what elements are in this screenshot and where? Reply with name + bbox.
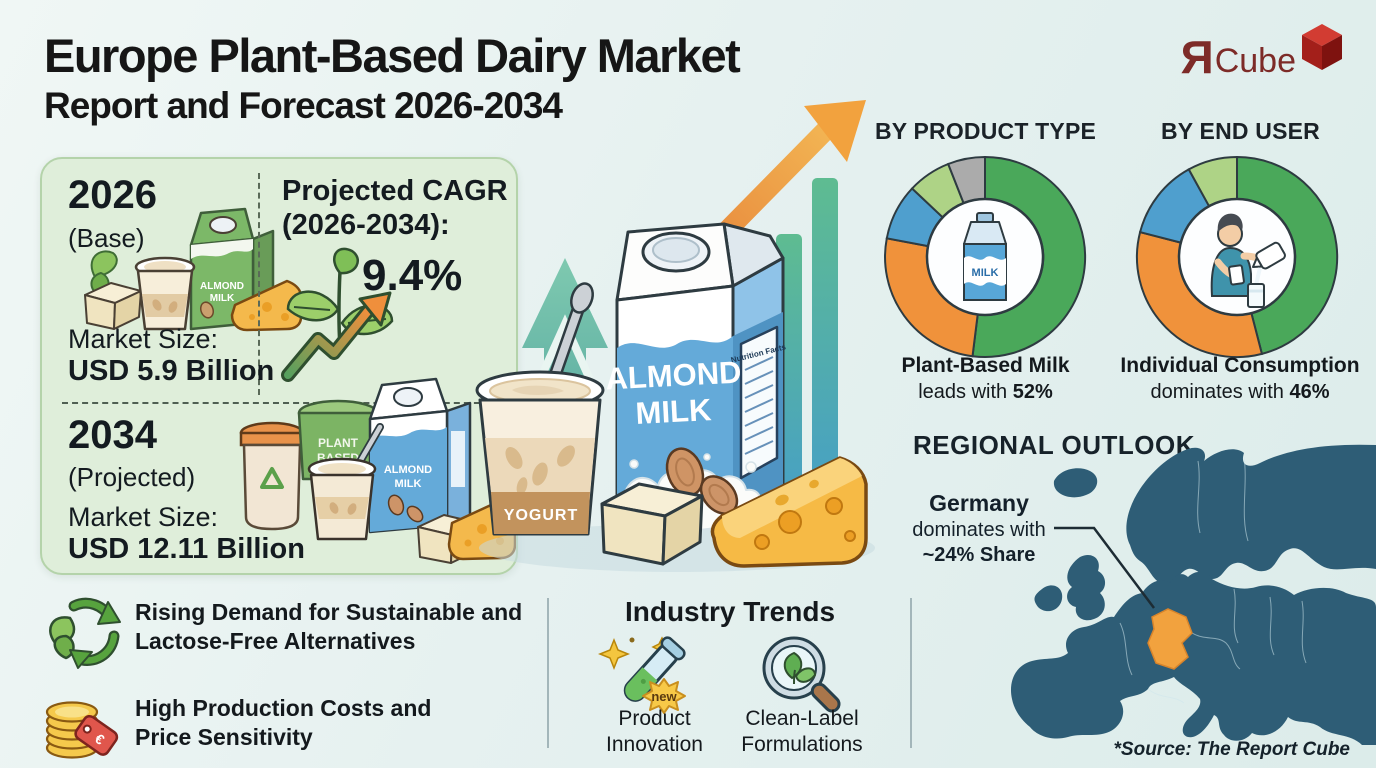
scandinavia-shape (1126, 444, 1376, 586)
plant-growth-arrow-icon (281, 247, 394, 382)
driver-1-text: Rising Demand for Sustainable and Lactos… (135, 599, 523, 655)
cagr-label-line2: (2026-2034): (282, 209, 450, 241)
germany-annotation: Germany dominates with ~24% Share (898, 489, 1060, 568)
svg-text:MILK: MILK (210, 293, 235, 304)
tofu-cube-illustration (600, 482, 704, 566)
germany-pointer-line (1054, 526, 1155, 609)
logo-mark: Я (1180, 30, 1214, 83)
coins-price-tag-icon: € (45, 701, 119, 759)
base-market-size-value: USD 5.9 Billion (68, 355, 275, 387)
uk-shape (1067, 554, 1106, 621)
recycle-leaves-icon (49, 597, 121, 669)
milk-carton-icon: MILK (963, 212, 1007, 301)
svg-text:MILK: MILK (972, 267, 999, 279)
svg-text:new: new (651, 689, 677, 704)
product-type-caption: Plant-Based Milk leads with 52% (868, 352, 1103, 405)
mainland-shape (1010, 571, 1376, 745)
svg-text:ALMOND: ALMOND (200, 281, 244, 292)
end-user-donut-chart (1135, 155, 1339, 359)
product-type-donut-chart: MILK (884, 155, 1087, 358)
ireland-shape (1034, 585, 1063, 612)
magnifier-leaf-icon (762, 636, 841, 713)
dashed-divider-vertical (258, 173, 260, 395)
almonds-illustration (665, 447, 739, 515)
germany-highlight (1147, 608, 1193, 670)
report-cube-logo: Я Cube (1180, 22, 1346, 83)
section-divider-left (547, 598, 549, 748)
iceland-shape (1053, 468, 1098, 498)
svg-text:ALMOND: ALMOND (384, 464, 432, 476)
red-cube-icon (1302, 24, 1342, 70)
dashed-divider-horizontal (62, 402, 500, 404)
projected-market-size-label: Market Size: (68, 502, 219, 532)
person-pouring-milk-icon (1210, 213, 1286, 308)
projected-market-size-value: USD 12.11 Billion (68, 533, 305, 565)
almond-milk-carton-illustration: Nutrition Facts ALMOND MILK (605, 222, 787, 532)
base-market-size-label: Market Size: (68, 324, 219, 354)
product-type-heading: BY PRODUCT TYPE (874, 118, 1097, 144)
product-type-caption-line2: leads with 52% (918, 381, 1053, 404)
test-tube-new-icon: new (598, 636, 686, 714)
trend-2-label: Clean-Label Formulations (741, 707, 863, 756)
end-user-caption-line1: Individual Consumption (1120, 354, 1360, 377)
end-user-caption: Individual Consumption dominates with 46… (1114, 352, 1366, 405)
svg-text:YOGURT: YOGURT (504, 507, 578, 524)
trend-1-label: Product Innovation (606, 707, 703, 756)
svg-text:MILK: MILK (635, 392, 713, 431)
base-year: 2026 (68, 173, 157, 217)
market-size-panel: 2026 (Base) ALMOND MILK (40, 157, 518, 575)
logo-word: Cube (1214, 42, 1296, 80)
yogurt-cup-illustration: YOGURT (475, 282, 605, 536)
page-title: Europe Plant-Based Dairy Market Report a… (44, 28, 741, 127)
products-2026-illustration: ALMOND MILK (84, 207, 302, 332)
germany-country-label: Germany (929, 490, 1029, 516)
projected-year-label: (Projected) (68, 462, 196, 492)
end-user-caption-line2: dominates with 46% (1150, 381, 1330, 404)
title-line-2: Report and Forecast 2026-2034 (44, 85, 563, 126)
cagr-label-line1: Projected CAGR (282, 175, 508, 207)
title-line-1: Europe Plant-Based Dairy Market (44, 29, 741, 82)
projected-year: 2034 (68, 413, 157, 457)
product-type-caption-line1: Plant-Based Milk (901, 354, 1070, 377)
svg-text:ALMOND: ALMOND (605, 354, 743, 396)
germany-annotation-line2: dominates with (912, 518, 1046, 541)
source-note: *Source: The Report Cube (1113, 739, 1350, 760)
country-borders (1119, 456, 1307, 704)
base-year-label: (Base) (68, 223, 145, 253)
end-user-heading: BY END USER (1161, 118, 1320, 144)
cheese-wedge-illustration (710, 456, 868, 568)
plant-based-products-illustration: Nutrition Facts ALMOND MILK (475, 100, 875, 572)
section-divider-right (910, 598, 912, 748)
svg-text:PLANT: PLANT (318, 436, 359, 450)
europe-map (1010, 444, 1376, 745)
industry-trends-heading: Industry Trends (624, 596, 836, 627)
driver-2-text: High Production Costs and Price Sensitiv… (135, 695, 432, 751)
cagr-value: 9.4% (362, 251, 463, 300)
germany-annotation-line3: ~24% Share (922, 543, 1036, 566)
svg-text:MILK: MILK (395, 478, 422, 490)
regional-outlook-heading: REGIONAL OUTLOOK (913, 430, 1195, 460)
